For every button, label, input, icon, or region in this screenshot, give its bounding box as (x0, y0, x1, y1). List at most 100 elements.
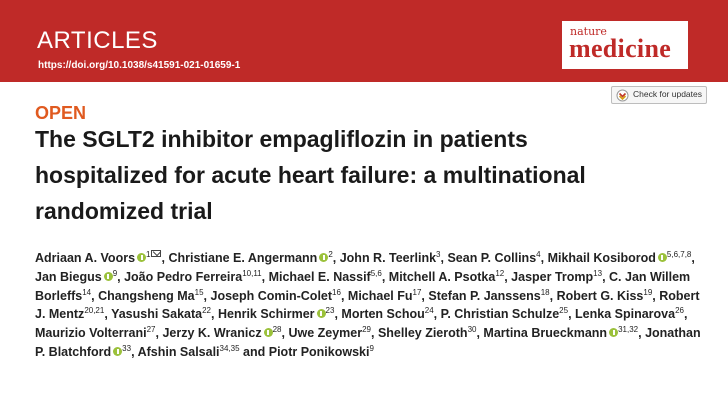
author-name[interactable]: Martina Brueckmann 31,32 (483, 326, 638, 341)
affiliation-number: 24 (424, 306, 434, 316)
affiliation-number: 34,35 (219, 343, 240, 353)
author-name-text: Mitchell A. Psotka (388, 269, 496, 284)
orcid-icon[interactable] (137, 253, 147, 262)
check-for-updates-label: Check for updates (633, 89, 702, 99)
author-name-text: C. Jan Willem Borleffs (35, 269, 691, 303)
affiliation-number: 2 (328, 249, 333, 259)
affiliation-number: 9 (369, 343, 374, 353)
open-access-label: OPEN (35, 103, 87, 123)
author-name-text: Stefan P. Janssens (428, 288, 541, 303)
author-name[interactable]: Uwe Zeymer29 (288, 325, 371, 341)
author-name-text: Christiane E. Angermann (168, 251, 318, 265)
author-name[interactable]: Changsheng Ma15 (98, 287, 204, 303)
author-name[interactable]: João Pedro Ferreira10,11 (124, 269, 262, 284)
affiliation-number: 9 (112, 268, 118, 278)
author-name[interactable]: Christiane E. Angermann 2 (168, 249, 333, 265)
author-name[interactable]: Piotr Ponikowski9 (268, 343, 374, 359)
email-icon[interactable] (151, 250, 162, 257)
doi-link[interactable]: https://doi.org/10.1038/s41591-021-01659… (38, 60, 241, 71)
author-name[interactable]: C. Jan Willem Borleffs14 (35, 270, 690, 303)
author-name-text: Jan Biegus (35, 269, 102, 284)
author-name-text: Yasushi Sakata (111, 307, 203, 322)
orcid-icon[interactable] (657, 253, 667, 262)
author-name[interactable]: Robert G. Kiss19 (556, 287, 653, 303)
author-name[interactable]: Robert J. Mentz20,21 (35, 289, 700, 322)
affiliation-number: 26 (675, 306, 684, 316)
orcid-icon[interactable] (609, 328, 619, 338)
author-name[interactable]: Jerzy K. Wranicz 28 (162, 326, 281, 341)
affiliation-number: 29 (362, 325, 371, 335)
affiliation-number: 1 (146, 249, 151, 259)
author-name[interactable]: John R. Teerlink3 (339, 249, 441, 265)
author-name[interactable]: Michael Fu17 (347, 287, 422, 303)
logo-nature-text: nature (570, 25, 607, 38)
author-name[interactable]: Mitchell A. Psotka12 (388, 268, 505, 284)
orcid-icon[interactable] (316, 309, 326, 319)
affiliation-number: 15 (194, 287, 204, 297)
author-name-text: Sean P. Collins (447, 251, 537, 265)
author-name[interactable]: Jonathan P. Blatchford 33 (35, 326, 701, 359)
author-name-text: Robert G. Kiss (556, 288, 644, 303)
author-name-text: Michael Fu (347, 288, 413, 303)
author-name[interactable]: Maurizio Volterrani27 (35, 326, 156, 341)
affiliation-number: 20,21 (84, 306, 105, 316)
author-name[interactable]: Joseph Comin-Colet16 (210, 287, 341, 303)
affiliation-number: 3 (436, 249, 441, 259)
journal-logo: nature medicine (562, 21, 688, 69)
author-name-text: Shelley Zieroth (377, 326, 468, 341)
affiliation-number: 16 (332, 287, 341, 297)
author-name-text: Adriaan A. Voors (35, 251, 136, 265)
author-name-text: Afshin Salsali (137, 344, 220, 359)
author-name[interactable]: Afshin Salsali34,35 (137, 343, 240, 359)
author-name-text: Maurizio Volterrani (35, 326, 147, 341)
author-name-text: Robert J. Mentz (35, 288, 700, 322)
author-name[interactable]: Michael E. Nassif5,6 (269, 268, 382, 284)
author-name-text: P. Christian Schulze (440, 307, 560, 322)
affiliation-number: 12 (495, 268, 505, 278)
author-name-text: Joseph Comin-Colet (210, 288, 333, 303)
affiliation-number: 23 (325, 306, 335, 316)
author-name[interactable]: Mikhail Kosiborod 5,6,7,8 (548, 249, 692, 265)
author-name-text: Jerzy K. Wranicz (162, 326, 262, 341)
orcid-icon[interactable] (319, 253, 329, 262)
author-name-text: John R. Teerlink (339, 251, 437, 265)
author-name-text: Martina Brueckmann (483, 326, 608, 341)
affiliation-number: 5,6 (370, 268, 382, 278)
section-label: ARTICLES (37, 27, 158, 54)
author-list: Adriaan A. Voors 1, Christiane E. Angerma… (35, 249, 701, 359)
affiliation-number: 19 (643, 287, 653, 297)
author-name-text: Morten Schou (341, 307, 425, 322)
affiliation-number: 17 (412, 287, 422, 297)
affiliation-number: 4 (536, 249, 541, 259)
author-name[interactable]: Shelley Zieroth30 (377, 326, 477, 341)
affiliation-number: 33 (122, 343, 132, 353)
orcid-icon[interactable] (263, 328, 273, 338)
author-name-text: Jasper Tromp (511, 269, 594, 284)
author-name[interactable]: P. Christian Schulze25 (440, 307, 568, 322)
author-name[interactable]: Jasper Tromp13 (511, 268, 603, 284)
affiliation-number: 22 (202, 306, 212, 316)
affiliation-number: 18 (540, 287, 550, 297)
author-name[interactable]: Jan Biegus 9 (35, 268, 118, 284)
author-name-text: Uwe Zeymer (288, 326, 363, 341)
affiliation-number: 5,6,7,8 (666, 249, 692, 259)
orcid-icon[interactable] (113, 346, 123, 356)
author-name-text: Lenka Spinarova (575, 307, 676, 322)
author-name[interactable]: Adriaan A. Voors 1 (35, 249, 162, 265)
author-name-text: Piotr Ponikowski (268, 344, 370, 359)
author-name-text: João Pedro Ferreira (124, 269, 243, 284)
journal-banner: ARTICLES https://doi.org/10.1038/s41591-… (0, 0, 728, 82)
author-name[interactable]: Yasushi Sakata22 (111, 306, 212, 322)
affiliation-number: 13 (593, 268, 603, 278)
author-name[interactable]: Stefan P. Janssens18 (428, 287, 550, 303)
author-name[interactable]: Henrik Schirmer 23 (218, 306, 335, 322)
author-name-text: Jonathan P. Blatchford (35, 326, 701, 359)
check-for-updates-button[interactable]: Check for updates (611, 86, 707, 104)
author-name[interactable]: Lenka Spinarova26 (575, 306, 684, 322)
orcid-icon[interactable] (103, 271, 113, 281)
check-for-updates-icon (616, 89, 629, 102)
article-title: The SGLT2 inhibitor empagliflozin in pat… (35, 126, 586, 224)
affiliation-number: 14 (82, 287, 92, 297)
author-name[interactable]: Sean P. Collins4 (447, 249, 541, 265)
author-name[interactable]: Morten Schou24 (341, 306, 434, 322)
